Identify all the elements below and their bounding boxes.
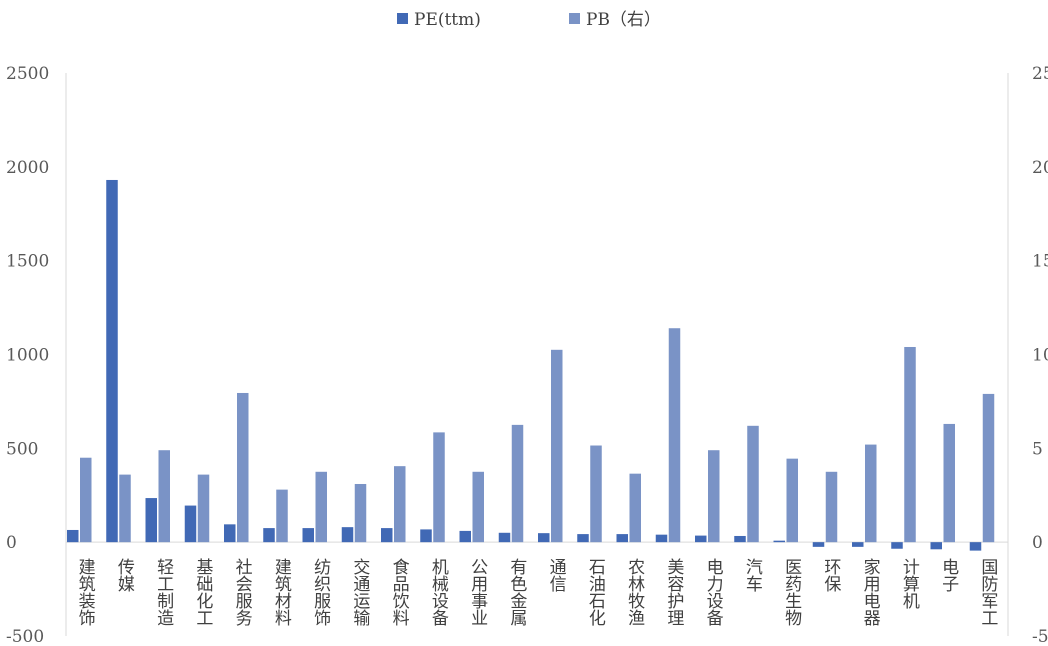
bar-pe xyxy=(263,528,275,543)
bar-pb xyxy=(865,444,877,543)
category-label: 社会服务 xyxy=(232,558,253,626)
category-label: 石油石化 xyxy=(585,558,606,626)
bar-pb xyxy=(197,474,210,543)
bar-pe xyxy=(106,179,118,543)
category-label: 环保 xyxy=(820,558,841,592)
legend-swatch-pb xyxy=(569,13,580,24)
bar-pb xyxy=(590,445,602,543)
y-left-tick-label: 1500 xyxy=(6,252,49,272)
bar-pe xyxy=(852,542,864,547)
bar-pe xyxy=(302,528,314,543)
bar-pe xyxy=(145,498,157,543)
category-label: 汽车 xyxy=(742,558,763,592)
bar-pe xyxy=(459,530,471,543)
bar-pb xyxy=(158,450,170,543)
category-label: 电子 xyxy=(938,558,959,592)
bar-pb xyxy=(433,432,445,543)
y-left-tick-label: 0 xyxy=(6,533,17,553)
bar-pe xyxy=(969,542,982,551)
bar-pe xyxy=(930,542,942,550)
bar-pb xyxy=(472,471,484,543)
bar-pe xyxy=(734,535,746,543)
bar-pb xyxy=(276,489,288,543)
y-right-tick-label: 25 xyxy=(1032,64,1048,84)
bar-pe xyxy=(655,534,668,543)
bar-pb xyxy=(904,346,916,543)
y-right-tick-label: 10 xyxy=(1032,346,1048,366)
bar-pb xyxy=(943,423,955,543)
category-label: 食品饮料 xyxy=(389,558,410,626)
category-label: 传媒 xyxy=(114,558,135,592)
bar-pe xyxy=(616,534,628,543)
category-label: 医药生物 xyxy=(781,558,802,626)
y-right-tick-label: -5 xyxy=(1032,627,1048,646)
bar-pe xyxy=(381,528,393,543)
category-label: 交通运输 xyxy=(349,558,370,627)
y-left-tick-label: 2500 xyxy=(6,64,49,84)
bar-pb xyxy=(825,471,838,543)
category-label: 有色金属 xyxy=(506,558,527,626)
category-label: 家用电器 xyxy=(860,558,881,626)
legend-label-pb: PB（右） xyxy=(586,10,661,30)
bar-pe xyxy=(67,529,79,543)
bar-pe xyxy=(891,542,903,549)
category-label: 计算机 xyxy=(899,558,920,609)
y-left-tick-label: 2000 xyxy=(6,158,49,178)
axes: -500 0 500 1000 1500 2000 2500 -5 0 5 10 15 20 25 xyxy=(6,64,1048,646)
bar-pe xyxy=(773,540,785,543)
bar-pb xyxy=(982,393,995,543)
bar-pe xyxy=(695,535,707,543)
bar-pe xyxy=(577,534,589,543)
y-right-tick-label: 15 xyxy=(1032,252,1048,272)
bar-pb xyxy=(354,483,367,543)
bar-pb xyxy=(786,458,798,543)
bar-pb xyxy=(629,473,641,543)
bar-pb xyxy=(511,424,524,543)
bar-pb xyxy=(551,349,563,543)
bar-pe xyxy=(498,532,511,543)
bar-pe xyxy=(184,505,197,543)
bar-pb xyxy=(80,457,92,543)
category-label: 轻工制造 xyxy=(153,558,174,626)
category-label: 建筑材料 xyxy=(271,558,292,626)
y-left-tick-label: 500 xyxy=(6,439,38,459)
category-labels: 建筑装饰 传媒 轻工制造 基础化工 社会服务 建筑材料 纺织服饰 交通运输 食品饮料 机械设备 公用… xyxy=(75,558,998,627)
bar-pb xyxy=(237,392,249,543)
bar-pe xyxy=(341,527,354,543)
bar-pe xyxy=(812,542,825,547)
legend-label-pe: PE(ttm) xyxy=(414,10,481,30)
y-right-tick-label: 20 xyxy=(1032,158,1048,178)
y-right-tick-label: 0 xyxy=(1032,533,1043,553)
category-label: 农林牧渔 xyxy=(624,558,645,626)
legend-swatch-pe xyxy=(397,13,408,24)
bars xyxy=(67,179,995,551)
category-label: 建筑装饰 xyxy=(75,558,96,626)
bar-pb xyxy=(747,425,759,543)
legend: PE(ttm) PB（右） xyxy=(397,10,661,30)
y-left-tick-label: 1000 xyxy=(6,346,49,366)
category-label: 机械设备 xyxy=(428,558,449,626)
category-label: 通信 xyxy=(546,558,567,592)
bar-pb xyxy=(668,328,681,543)
bar-pb xyxy=(708,450,720,543)
y-right-tick-label: 5 xyxy=(1032,439,1043,459)
bar-pb xyxy=(119,474,131,543)
category-label: 纺织服饰 xyxy=(310,558,331,626)
bar-pb xyxy=(394,466,406,543)
category-label: 美容护理 xyxy=(663,558,684,626)
category-label: 基础化工 xyxy=(192,558,213,626)
bar-pe xyxy=(224,524,236,543)
bar-pe xyxy=(420,529,432,543)
y-left-tick-label: -500 xyxy=(6,627,44,646)
category-label: 电力设备 xyxy=(703,558,724,626)
category-label: 国防军工 xyxy=(977,558,998,626)
category-label: 公用事业 xyxy=(467,558,488,626)
bar-pe xyxy=(538,533,550,543)
bar-pb xyxy=(315,471,327,543)
